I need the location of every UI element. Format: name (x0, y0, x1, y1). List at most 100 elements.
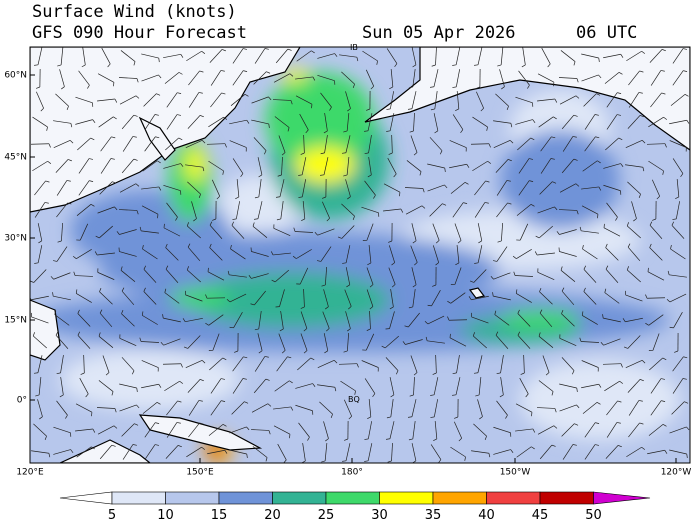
wind-barb (516, 249, 532, 259)
wind-barb-flag (77, 309, 80, 314)
wind-barb (229, 426, 247, 434)
wind-blob (500, 310, 580, 330)
wind-barb-flag (367, 174, 372, 178)
wind-barb-flag (113, 116, 117, 120)
wind-barb (60, 377, 64, 395)
wind-barb-flag (367, 262, 372, 266)
wind-barb-flag (412, 240, 417, 244)
wind-barb-flag (494, 310, 497, 315)
wind-barb (99, 291, 113, 305)
wind-barb (625, 359, 643, 369)
wind-barb (669, 426, 687, 434)
colorbar: 5 10 15 20 25 30 35 40 45 50 (59, 491, 651, 523)
wind-barb-flag (143, 265, 147, 270)
wind-barb (649, 247, 663, 261)
colorbar-label: 30 (371, 508, 388, 523)
wind-barb (493, 295, 511, 301)
wind-barb-flag (583, 287, 586, 292)
wind-barb (297, 357, 311, 371)
wind-barb-flag (32, 332, 35, 337)
wind-barb (323, 289, 329, 307)
wind-barb-flag (324, 350, 328, 354)
wind-barb (669, 140, 687, 148)
wind-barb-flag (547, 63, 551, 68)
wind-barb-flag (201, 360, 206, 364)
wind-barb (584, 136, 596, 152)
wind-barb (230, 94, 246, 106)
wind-barb (254, 290, 266, 306)
wind-barb-flag (221, 400, 226, 402)
wind-barb-flag (40, 107, 44, 112)
wind-barb (229, 119, 247, 125)
wind-barb-flag (111, 444, 116, 447)
wind-barb-flag (429, 86, 435, 88)
wind-barb (412, 69, 416, 87)
wind-barb (626, 446, 642, 458)
wind-barb-flag (616, 422, 621, 424)
wind-barb-flag (656, 195, 660, 200)
wind-barb (406, 160, 422, 172)
wind-barb-flag (596, 402, 601, 405)
wind-barb-flag (408, 306, 413, 309)
wind-barb-flag (305, 129, 309, 134)
wind-barb-flag (72, 255, 77, 259)
wind-barb-flag (370, 85, 374, 90)
wind-barb (33, 269, 47, 283)
wind-barb (119, 95, 137, 105)
wind-barb (121, 290, 135, 306)
wind-barb-flag (595, 422, 600, 424)
wind-barb (210, 92, 222, 108)
wind-barb (144, 444, 156, 460)
wind-barb (390, 399, 394, 417)
wind-barb (324, 266, 328, 286)
wind-barb-flag (220, 70, 225, 72)
wind-barb-flag (314, 231, 318, 236)
wind-barb-flag (216, 195, 220, 200)
wind-barb-flag (444, 184, 448, 189)
wind-barb-flag (432, 284, 437, 287)
wind-barb-flag (661, 400, 666, 402)
wind-barb (584, 444, 596, 460)
wind-barb (251, 119, 269, 125)
wind-barb-flag (425, 336, 428, 341)
wind-barb-flag (581, 311, 584, 316)
wind-barb-flag (70, 123, 73, 128)
wind-barb-flag (244, 401, 249, 404)
lon-label: 150°W (500, 468, 531, 478)
wind-barb-flag (99, 309, 103, 314)
wind-barb (53, 140, 71, 148)
wind-barb-flag (395, 370, 399, 375)
wind-barb-flag (507, 202, 512, 205)
wind-barb (539, 312, 553, 328)
wind-barb-flag (212, 218, 217, 221)
wind-barb (56, 180, 68, 196)
wind-barb-flag (164, 288, 167, 293)
wind-barb (278, 333, 286, 351)
wind-barb (209, 247, 223, 261)
wind-barb-flag (98, 332, 101, 337)
wind-barb-flag (114, 206, 118, 211)
wind-barb-flag (499, 394, 504, 398)
wind-barb-flag (662, 357, 667, 361)
wind-barb-flag (193, 218, 197, 222)
wind-barb-flag (664, 143, 667, 148)
wind-barb-flag (464, 182, 469, 185)
wind-barb (496, 400, 508, 416)
wind-barb-flag (114, 98, 118, 103)
wind-barb (211, 179, 221, 197)
wind-barb (501, 222, 503, 242)
wind-barb-flag (367, 416, 371, 420)
wind-barb (166, 202, 178, 218)
wind-barb (301, 179, 307, 197)
wind-barb-flag (595, 136, 600, 139)
wind-barb (581, 186, 599, 190)
lat-label: 30°N (4, 234, 27, 244)
wind-barb-flag (517, 331, 521, 336)
wind-barb (500, 377, 504, 395)
wind-barb (383, 183, 401, 193)
wind-barb-flag (402, 341, 406, 345)
wind-barb-flag (142, 245, 144, 250)
wind-barb (345, 311, 351, 329)
wind-barb-flag (638, 400, 643, 402)
wind-barb-flag (303, 328, 308, 332)
